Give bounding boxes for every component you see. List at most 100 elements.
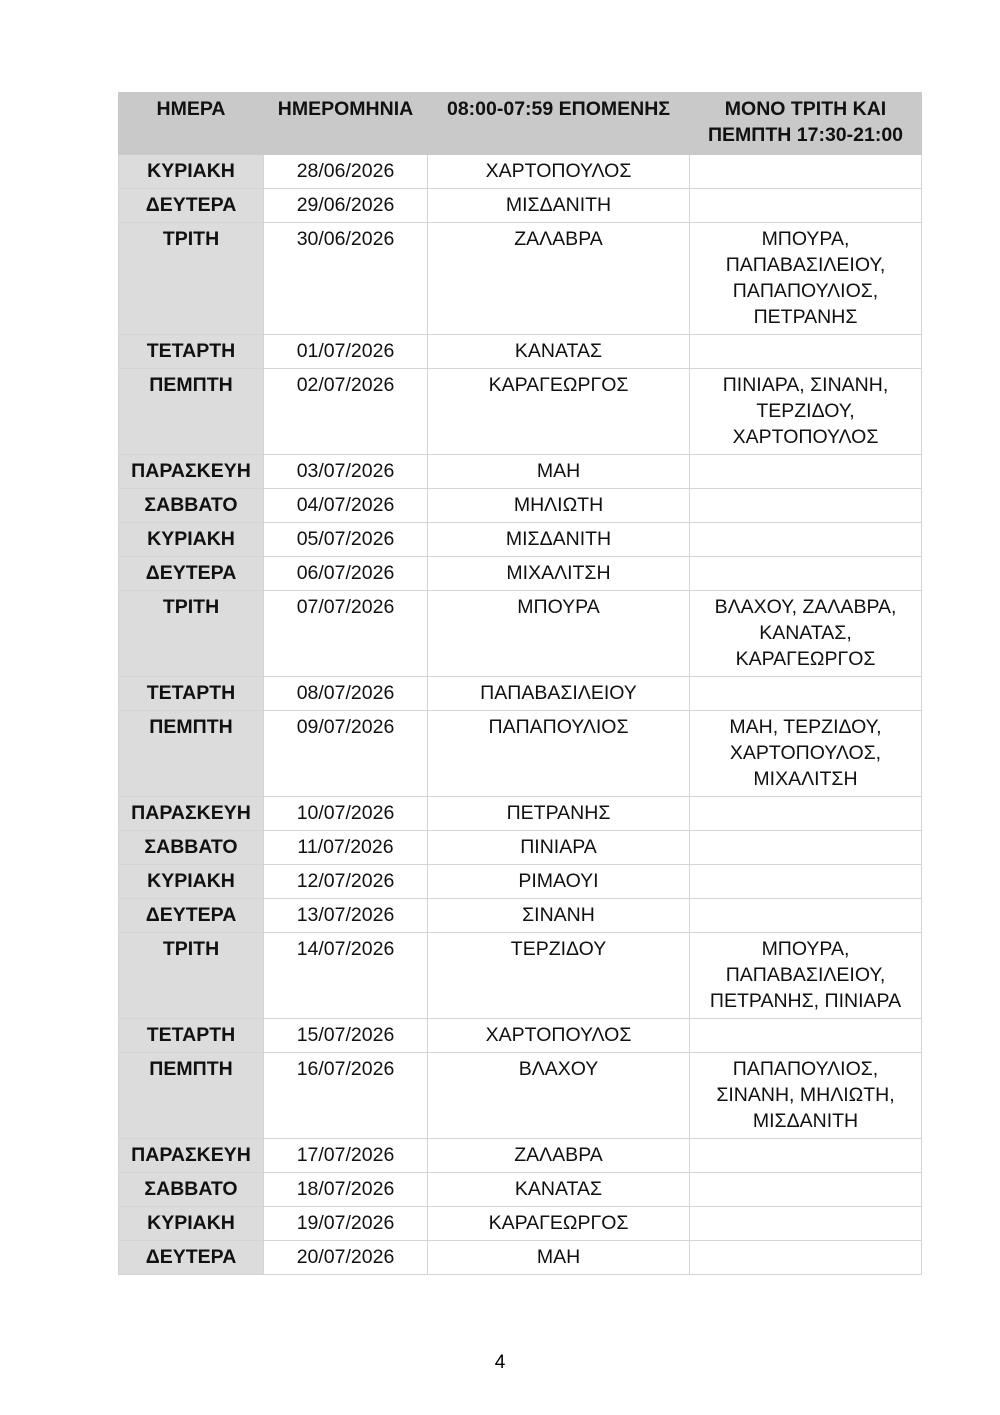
day-cell: ΤΡΙΤΗ — [118, 590, 264, 677]
table-row: ΚΥΡΙΑΚΗ 05/07/2026 ΜΙΣΔΑΝΙΤΗ — [118, 522, 922, 557]
table-row: ΠΕΜΠΤΗ 16/07/2026 ΒΛΑΧΟΥ ΠΑΠΑΠΟΥΛΙΟΣ, ΣΙΝΑΝ… — [118, 1052, 922, 1139]
shift-cell: ΜΑΗ — [427, 454, 690, 489]
shift-cell: ΠΑΠΑΠΟΥΛΙΟΣ — [427, 710, 690, 797]
day-cell: ΔΕΥΤΕΡΑ — [118, 188, 264, 223]
evening-shift-cell: ΜΠΟΥΡΑ, ΠΑΠΑΒΑΣΙΛΕΙΟΥ, ΠΑΠΑΠΟΥΛΙΟΣ, ΠΕΤΡ… — [689, 222, 922, 335]
table-row: ΤΡΙΤΗ 14/07/2026 ΤΕΡΖΙΔΟΥ ΜΠΟΥΡΑ, ΠΑΠΑΒΑΣΙΛ… — [118, 932, 922, 1019]
evening-shift-cell — [689, 1018, 922, 1053]
header-row: ΗΜΕΡΑ ΗΜΕΡΟΜΗΝΙΑ 08:00-07:59 ΕΠΟΜΕΝΗΣ ΜΟ… — [118, 92, 922, 155]
date-cell: 07/07/2026 — [263, 590, 428, 677]
header-date: ΗΜΕΡΟΜΗΝΙΑ — [263, 92, 428, 155]
evening-shift-cell — [689, 1138, 922, 1173]
date-cell: 28/06/2026 — [263, 154, 428, 189]
date-cell: 04/07/2026 — [263, 488, 428, 523]
date-cell: 12/07/2026 — [263, 864, 428, 899]
shift-cell: ΚΑΡΑΓΕΩΡΓΟΣ — [427, 368, 690, 455]
date-cell: 02/07/2026 — [263, 368, 428, 455]
day-cell: ΠΕΜΠΤΗ — [118, 1052, 264, 1139]
table-row: ΤΕΤΑΡΤΗ 15/07/2026 ΧΑΡΤΟΠΟΥΛΟΣ — [118, 1018, 922, 1053]
duty-schedule-table: ΗΜΕΡΑ ΗΜΕΡΟΜΗΝΙΑ 08:00-07:59 ΕΠΟΜΕΝΗΣ ΜΟ… — [118, 92, 922, 1275]
date-cell: 06/07/2026 — [263, 556, 428, 591]
table-row: ΚΥΡΙΑΚΗ 19/07/2026 ΚΑΡΑΓΕΩΡΓΟΣ — [118, 1206, 922, 1241]
page-number: 4 — [494, 1352, 506, 1373]
day-cell: ΣΑΒΒΑΤΟ — [118, 488, 264, 523]
shift-cell: ΚΑΝΑΤΑΣ — [427, 334, 690, 369]
shift-cell: ΜΠΟΥΡΑ — [427, 590, 690, 677]
date-cell: 20/07/2026 — [263, 1240, 428, 1275]
shift-cell: ΜΙΧΑΛΙΤΣΗ — [427, 556, 690, 591]
date-cell: 29/06/2026 — [263, 188, 428, 223]
shift-cell: ΠΕΤΡΑΝΗΣ — [427, 796, 690, 831]
day-cell: ΠΑΡΑΣΚΕΥΗ — [118, 796, 264, 831]
table-row: ΠΑΡΑΣΚΕΥΗ 10/07/2026 ΠΕΤΡΑΝΗΣ — [118, 796, 922, 831]
shift-cell: ΧΑΡΤΟΠΟΥΛΟΣ — [427, 154, 690, 189]
table-row: ΤΡΙΤΗ 07/07/2026 ΜΠΟΥΡΑ ΒΛΑΧΟΥ, ΖΑΛΑΒΡΑ, ΚΑ… — [118, 590, 922, 677]
evening-shift-cell — [689, 676, 922, 711]
day-cell: ΚΥΡΙΑΚΗ — [118, 864, 264, 899]
day-cell: ΤΕΤΑΡΤΗ — [118, 334, 264, 369]
shift-cell: ΠΙΝΙΑΡΑ — [427, 830, 690, 865]
header-day: ΗΜΕΡΑ — [118, 92, 264, 155]
table-row: ΔΕΥΤΕΡΑ 13/07/2026 ΣΙΝΑΝΗ — [118, 898, 922, 933]
evening-shift-cell: ΜΠΟΥΡΑ, ΠΑΠΑΒΑΣΙΛΕΙΟΥ, ΠΕΤΡΑΝΗΣ, ΠΙΝΙΑΡΑ — [689, 932, 922, 1019]
table-row: ΠΕΜΠΤΗ 02/07/2026 ΚΑΡΑΓΕΩΡΓΟΣ ΠΙΝΙΑΡΑ, ΣΙΝΑ… — [118, 368, 922, 455]
day-cell: ΠΑΡΑΣΚΕΥΗ — [118, 454, 264, 489]
evening-shift-cell — [689, 864, 922, 899]
date-cell: 14/07/2026 — [263, 932, 428, 1019]
day-cell: ΚΥΡΙΑΚΗ — [118, 522, 264, 557]
shift-cell: ΚΑΡΑΓΕΩΡΓΟΣ — [427, 1206, 690, 1241]
evening-shift-cell: ΒΛΑΧΟΥ, ΖΑΛΑΒΡΑ, ΚΑΝΑΤΑΣ, ΚΑΡΑΓΕΩΡΓΟΣ — [689, 590, 922, 677]
shift-cell: ΜΙΣΔΑΝΙΤΗ — [427, 522, 690, 557]
day-cell: ΠΑΡΑΣΚΕΥΗ — [118, 1138, 264, 1173]
table-row: ΚΥΡΙΑΚΗ 28/06/2026 ΧΑΡΤΟΠΟΥΛΟΣ — [118, 154, 922, 189]
day-cell: ΠΕΜΠΤΗ — [118, 710, 264, 797]
day-cell: ΤΕΤΑΡΤΗ — [118, 1018, 264, 1053]
shift-cell: ΡΙΜΑΟΥΙ — [427, 864, 690, 899]
day-cell: ΚΥΡΙΑΚΗ — [118, 154, 264, 189]
table-row: ΠΑΡΑΣΚΕΥΗ 03/07/2026 ΜΑΗ — [118, 454, 922, 489]
shift-cell: ΜΗΛΙΩΤΗ — [427, 488, 690, 523]
date-cell: 09/07/2026 — [263, 710, 428, 797]
evening-shift-cell — [689, 796, 922, 831]
evening-shift-cell — [689, 830, 922, 865]
evening-shift-cell — [689, 188, 922, 223]
shift-cell: ΣΙΝΑΝΗ — [427, 898, 690, 933]
date-cell: 08/07/2026 — [263, 676, 428, 711]
table-row: ΤΕΤΑΡΤΗ 08/07/2026 ΠΑΠΑΒΑΣΙΛΕΙΟΥ — [118, 676, 922, 711]
day-cell: ΔΕΥΤΕΡΑ — [118, 556, 264, 591]
shift-cell: ΚΑΝΑΤΑΣ — [427, 1172, 690, 1207]
date-cell: 30/06/2026 — [263, 222, 428, 335]
date-cell: 10/07/2026 — [263, 796, 428, 831]
shift-cell: ΤΕΡΖΙΔΟΥ — [427, 932, 690, 1019]
evening-shift-cell — [689, 1240, 922, 1275]
evening-shift-cell — [689, 154, 922, 189]
table-row: ΔΕΥΤΕΡΑ 29/06/2026 ΜΙΣΔΑΝΙΤΗ — [118, 188, 922, 223]
day-cell: ΚΥΡΙΑΚΗ — [118, 1206, 264, 1241]
table-row: ΤΡΙΤΗ 30/06/2026 ΖΑΛΑΒΡΑ ΜΠΟΥΡΑ, ΠΑΠΑΒΑΣΙΛΕ… — [118, 222, 922, 335]
date-cell: 17/07/2026 — [263, 1138, 428, 1173]
date-cell: 01/07/2026 — [263, 334, 428, 369]
evening-shift-cell — [689, 522, 922, 557]
shift-cell: ΠΑΠΑΒΑΣΙΛΕΙΟΥ — [427, 676, 690, 711]
date-cell: 11/07/2026 — [263, 830, 428, 865]
day-cell: ΔΕΥΤΕΡΑ — [118, 1240, 264, 1275]
evening-shift-cell: ΠΙΝΙΑΡΑ, ΣΙΝΑΝΗ, ΤΕΡΖΙΔΟΥ, ΧΑΡΤΟΠΟΥΛΟΣ — [689, 368, 922, 455]
shift-cell: ΜΑΗ — [427, 1240, 690, 1275]
shift-cell: ΖΑΛΑΒΡΑ — [427, 1138, 690, 1173]
evening-shift-cell — [689, 898, 922, 933]
day-cell: ΠΕΜΠΤΗ — [118, 368, 264, 455]
day-cell: ΣΑΒΒΑΤΟ — [118, 1172, 264, 1207]
day-cell: ΣΑΒΒΑΤΟ — [118, 830, 264, 865]
shift-cell: ΜΙΣΔΑΝΙΤΗ — [427, 188, 690, 223]
table-row: ΤΕΤΑΡΤΗ 01/07/2026 ΚΑΝΑΤΑΣ — [118, 334, 922, 369]
date-cell: 19/07/2026 — [263, 1206, 428, 1241]
evening-shift-cell — [689, 1172, 922, 1207]
table-row: ΚΥΡΙΑΚΗ 12/07/2026 ΡΙΜΑΟΥΙ — [118, 864, 922, 899]
shift-cell: ΖΑΛΑΒΡΑ — [427, 222, 690, 335]
table-row: ΠΕΜΠΤΗ 09/07/2026 ΠΑΠΑΠΟΥΛΙΟΣ ΜΑΗ, ΤΕΡΖΙΔΟΥ… — [118, 710, 922, 797]
table-row: ΣΑΒΒΑΤΟ 04/07/2026 ΜΗΛΙΩΤΗ — [118, 488, 922, 523]
evening-shift-cell — [689, 1206, 922, 1241]
day-cell: ΤΡΙΤΗ — [118, 932, 264, 1019]
date-cell: 18/07/2026 — [263, 1172, 428, 1207]
table-row: ΣΑΒΒΑΤΟ 18/07/2026 ΚΑΝΑΤΑΣ — [118, 1172, 922, 1207]
